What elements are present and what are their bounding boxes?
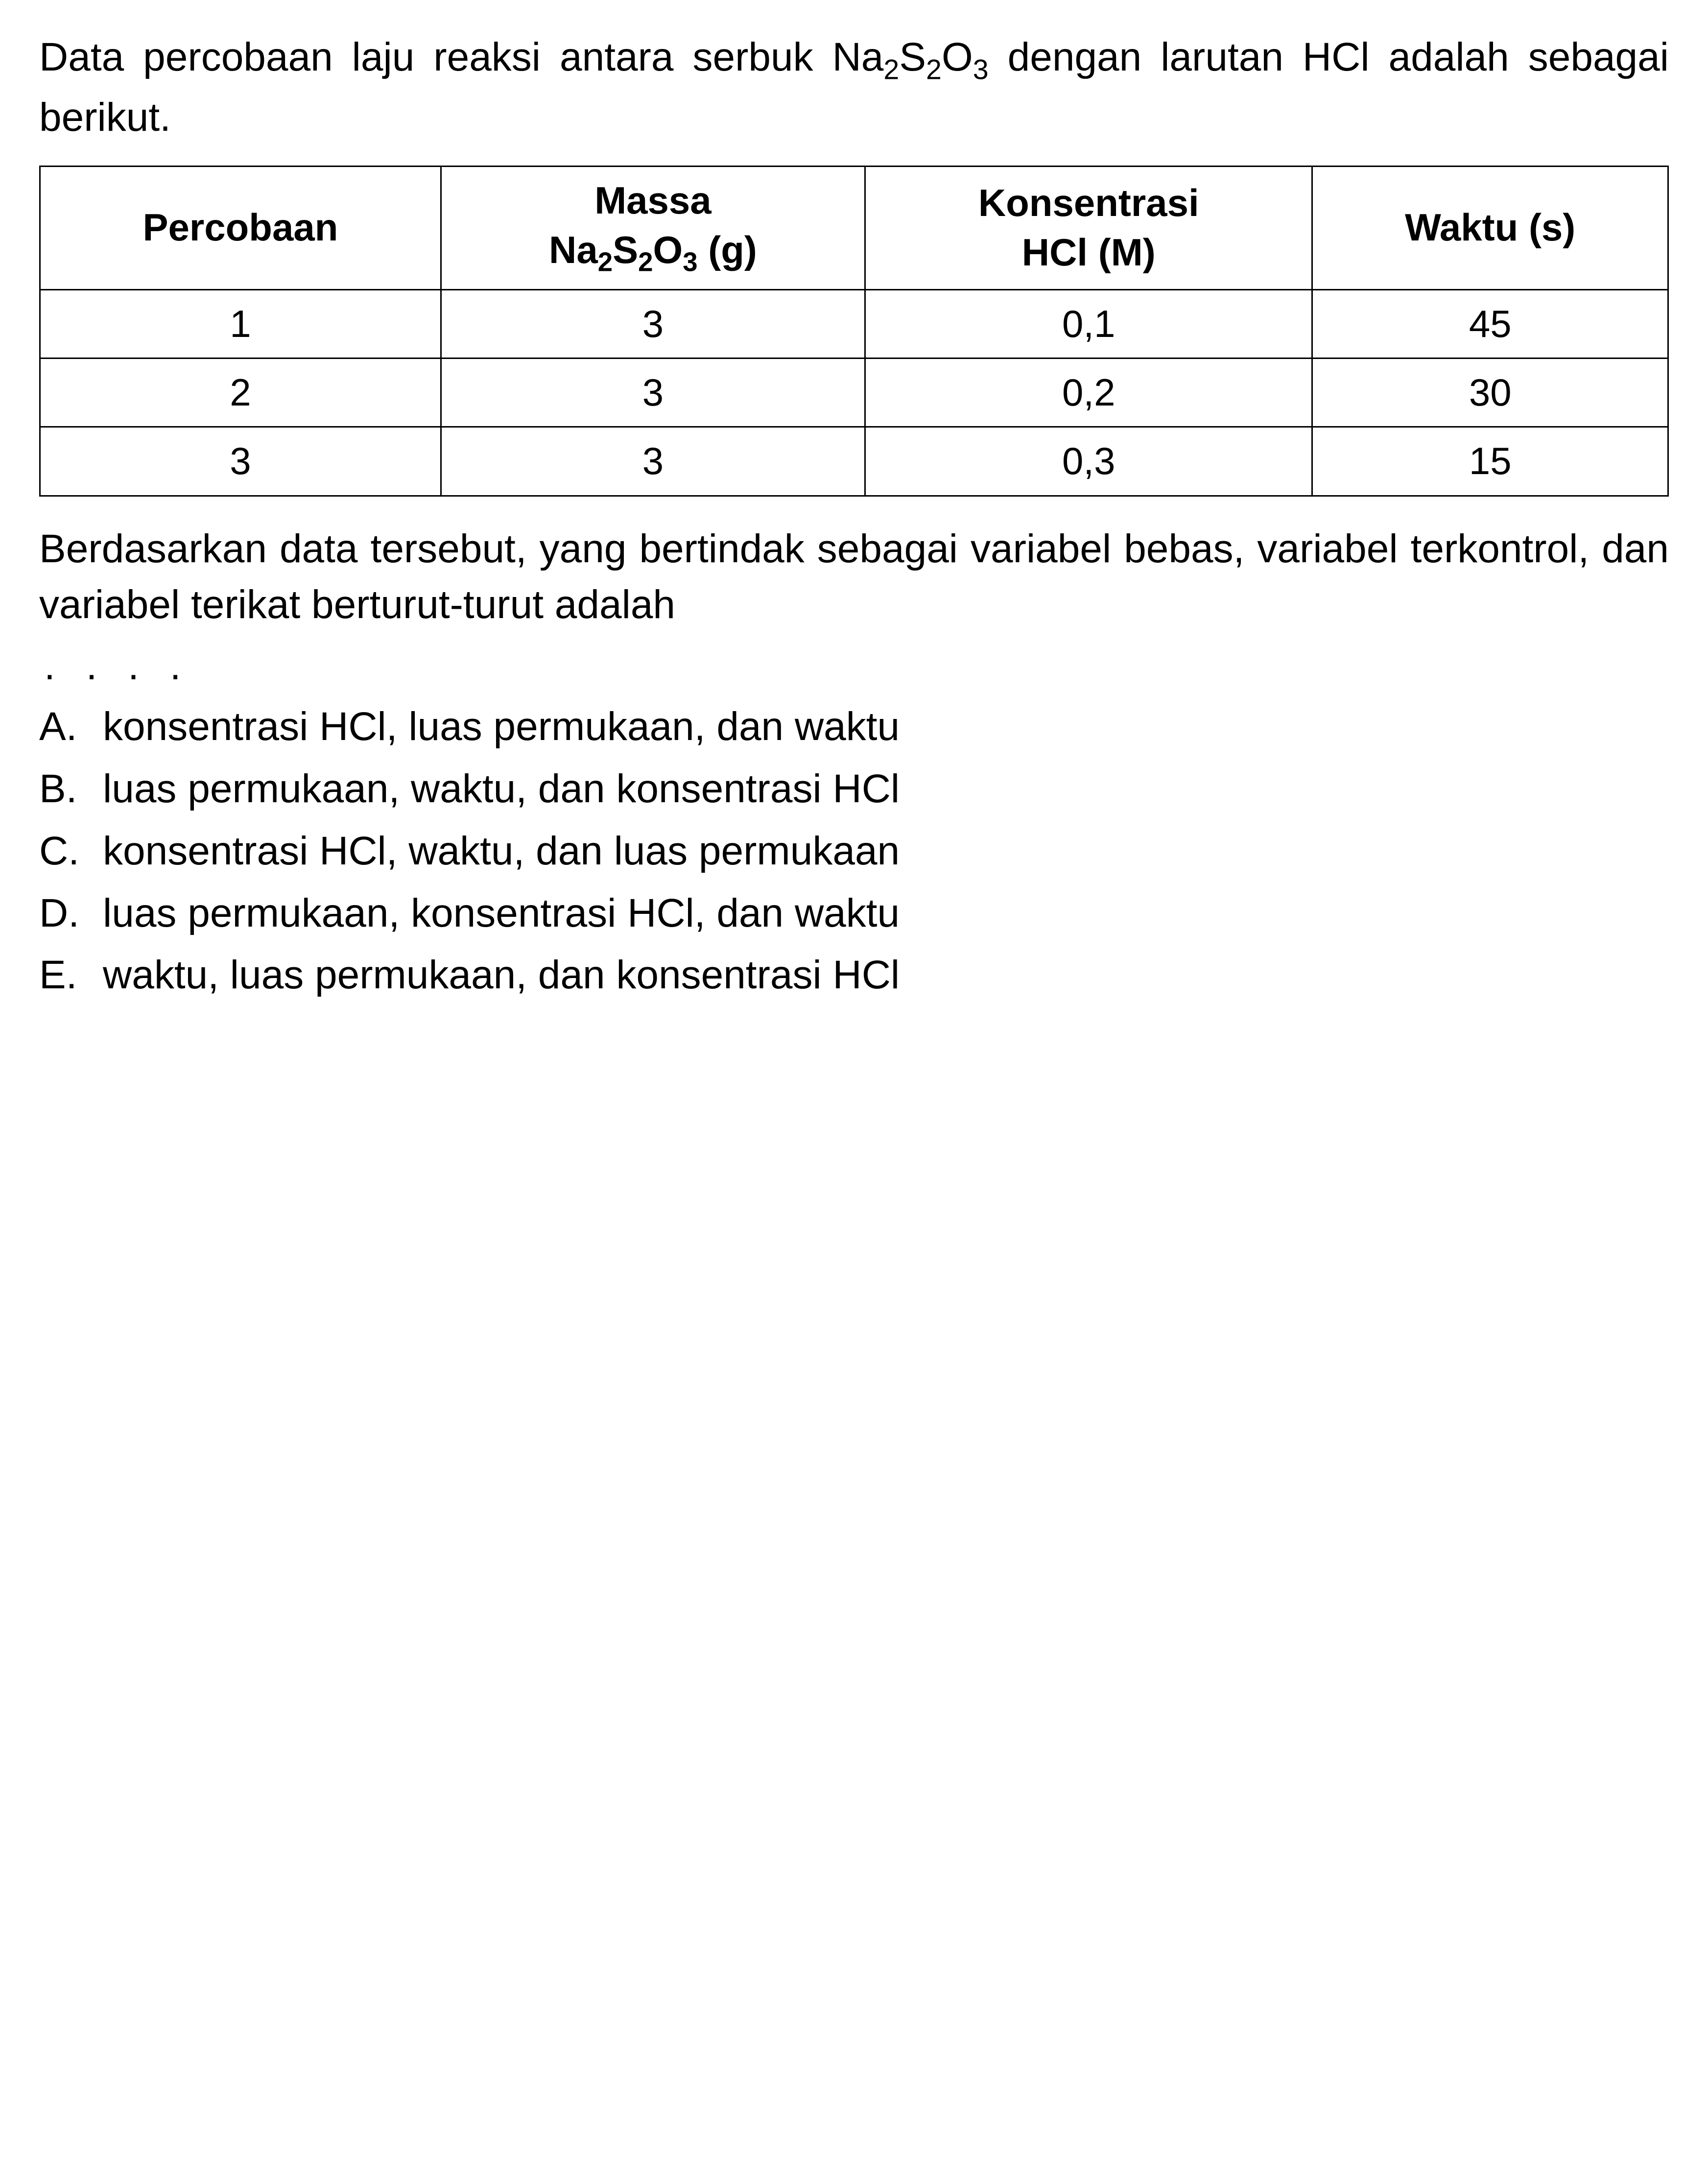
- cell-waktu: 30: [1312, 358, 1668, 427]
- option-e: E. waktu, luas permukaan, dan konsentras…: [39, 947, 1669, 1003]
- option-letter: D.: [39, 885, 103, 942]
- option-text: luas permukaan, waktu, dan konsentrasi H…: [103, 761, 1669, 817]
- header-konsentrasi: Konsentrasi HCl (M): [865, 166, 1312, 289]
- header-compound: Na2S2O3 (g): [549, 228, 757, 271]
- cell-percobaan: 2: [40, 358, 441, 427]
- cell-konsentrasi: 0,3: [865, 427, 1312, 496]
- option-text: luas permukaan, konsentrasi HCl, dan wak…: [103, 885, 1669, 942]
- option-letter: A.: [39, 699, 103, 755]
- header-percobaan: Percobaan: [40, 166, 441, 289]
- option-b: B. luas permukaan, waktu, dan konsentras…: [39, 761, 1669, 817]
- cell-waktu: 45: [1312, 289, 1668, 358]
- cell-massa: 3: [441, 289, 865, 358]
- header-waktu: Waktu (s): [1312, 166, 1668, 289]
- ellipsis-dots: . . . .: [39, 643, 1669, 689]
- compound-na2s2o3: Na2S2O3: [832, 35, 1008, 79]
- option-text: konsentrasi HCl, waktu, dan luas permuka…: [103, 823, 1669, 880]
- experiment-table: Percobaan Massa Na2S2O3 (g) Konsentrasi …: [39, 166, 1669, 497]
- option-d: D. luas permukaan, konsentrasi HCl, dan …: [39, 885, 1669, 942]
- option-letter: C.: [39, 823, 103, 880]
- cell-massa: 3: [441, 427, 865, 496]
- table-row: 1 3 0,1 45: [40, 289, 1668, 358]
- option-a: A. konsentrasi HCl, luas permukaan, dan …: [39, 699, 1669, 755]
- cell-percobaan: 3: [40, 427, 441, 496]
- cell-konsentrasi: 0,1: [865, 289, 1312, 358]
- table-row: 3 3 0,3 15: [40, 427, 1668, 496]
- cell-konsentrasi: 0,2: [865, 358, 1312, 427]
- option-letter: E.: [39, 947, 103, 1003]
- option-letter: B.: [39, 761, 103, 817]
- option-text: konsentrasi HCl, luas permukaan, dan wak…: [103, 699, 1669, 755]
- table-header-row: Percobaan Massa Na2S2O3 (g) Konsentrasi …: [40, 166, 1668, 289]
- options-list: A. konsentrasi HCl, luas permukaan, dan …: [39, 699, 1669, 1003]
- cell-waktu: 15: [1312, 427, 1668, 496]
- cell-massa: 3: [441, 358, 865, 427]
- intro-line1: Data percobaan laju reaksi antara serbuk: [39, 35, 813, 79]
- cell-percobaan: 1: [40, 289, 441, 358]
- option-text: waktu, luas permukaan, dan konsentrasi H…: [103, 947, 1669, 1003]
- table-row: 2 3 0,2 30: [40, 358, 1668, 427]
- question-paragraph: Berdasarkan data tersebut, yang bertinda…: [39, 521, 1669, 634]
- option-c: C. konsentrasi HCl, waktu, dan luas perm…: [39, 823, 1669, 880]
- intro-paragraph: Data percobaan laju reaksi antara serbuk…: [39, 29, 1669, 146]
- header-massa: Massa Na2S2O3 (g): [441, 166, 865, 289]
